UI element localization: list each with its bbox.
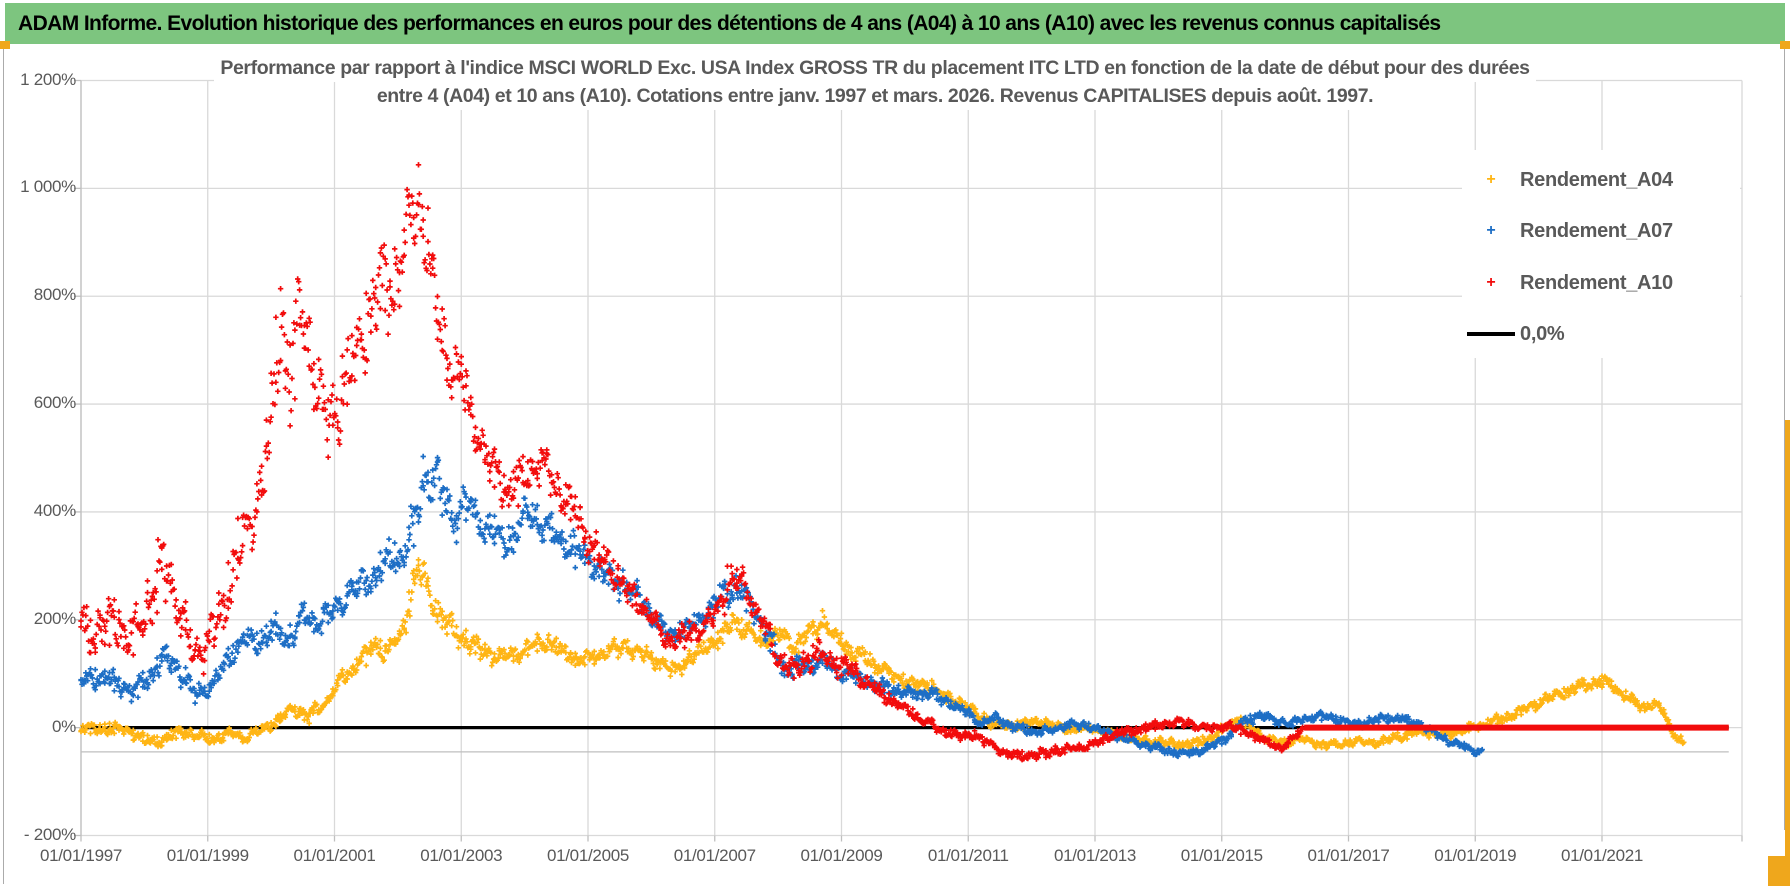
plus-marker-icon: + — [1486, 274, 1496, 291]
zero-line-sample — [1467, 332, 1515, 336]
series-rendement_a07-points — [78, 453, 1485, 760]
x-tick-label: 01/01/2001 — [293, 846, 376, 865]
window-border-right — [1784, 49, 1785, 830]
legend-label: Rendement_A07 — [1520, 219, 1673, 242]
gold-border-right — [1785, 420, 1790, 886]
x-tick-label: 01/01/2009 — [800, 846, 883, 865]
window-border-left — [3, 49, 4, 884]
x-tick-label: 01/01/2015 — [1180, 846, 1263, 865]
chart-title-line2: entre 4 (A04) et 10 ans (A10). Cotations… — [370, 82, 1380, 110]
y-tick-label: 200% — [33, 608, 77, 628]
x-tick-label: 01/01/2003 — [420, 846, 503, 865]
plus-marker-icon: + — [1486, 222, 1496, 239]
gold-accent-right — [1780, 41, 1790, 49]
series-rendement_a04-points — [78, 557, 1687, 752]
x-tick-label: 01/01/2021 — [1560, 846, 1644, 865]
window-title-bar: ADAM Informe. Evolution historique des p… — [5, 3, 1785, 44]
window-title: ADAM Informe. Evolution historique des p… — [18, 11, 1441, 35]
x-tick-label: 01/01/2019 — [1434, 846, 1517, 865]
x-tick-label: 01/01/2011 — [927, 846, 1009, 865]
plus-marker-icon: + — [1486, 171, 1496, 188]
gold-corner-bottom-right — [1768, 856, 1790, 886]
y-tick-label: 1 000% — [20, 177, 76, 197]
legend-label: 0,0% — [1520, 322, 1565, 345]
legend-label: Rendement_A04 — [1520, 168, 1673, 191]
y-tick-label: 1 200% — [20, 69, 76, 89]
y-tick-label: 0% — [52, 716, 76, 736]
x-tick-label: 01/01/1999 — [166, 846, 249, 865]
x-tick-label: 01/01/2017 — [1307, 846, 1390, 865]
chart-title: Performance par rapport à l'indice MSCI … — [80, 54, 1670, 110]
legend-item-zero-line[interactable]: 0,0% — [1462, 319, 1740, 349]
chart-title-line1: Performance par rapport à l'indice MSCI … — [214, 54, 1536, 82]
legend-item-a07[interactable]: + Rendement_A07 — [1462, 216, 1740, 246]
legend-item-a04[interactable]: + Rendement_A04 — [1462, 165, 1740, 195]
y-tick-label: - 200% — [23, 824, 76, 844]
y-tick-label: 800% — [33, 285, 77, 305]
chart-legend: + Rendement_A04 + Rendement_A07 + Rendem… — [1462, 150, 1740, 358]
y-tick-label: 600% — [33, 393, 77, 413]
legend-label: Rendement_A10 — [1520, 271, 1673, 294]
series-rendement_a10-points — [78, 162, 1306, 763]
y-tick-label: 400% — [33, 500, 77, 520]
legend-item-a10[interactable]: + Rendement_A10 — [1462, 268, 1740, 298]
x-tick-label: 01/01/2013 — [1053, 846, 1137, 865]
x-tick-label: 01/01/2005 — [546, 846, 630, 865]
gold-accent-left — [0, 41, 10, 49]
x-tick-label: 01/01/1997 — [39, 846, 123, 865]
x-tick-label: 01/01/2007 — [673, 846, 756, 865]
